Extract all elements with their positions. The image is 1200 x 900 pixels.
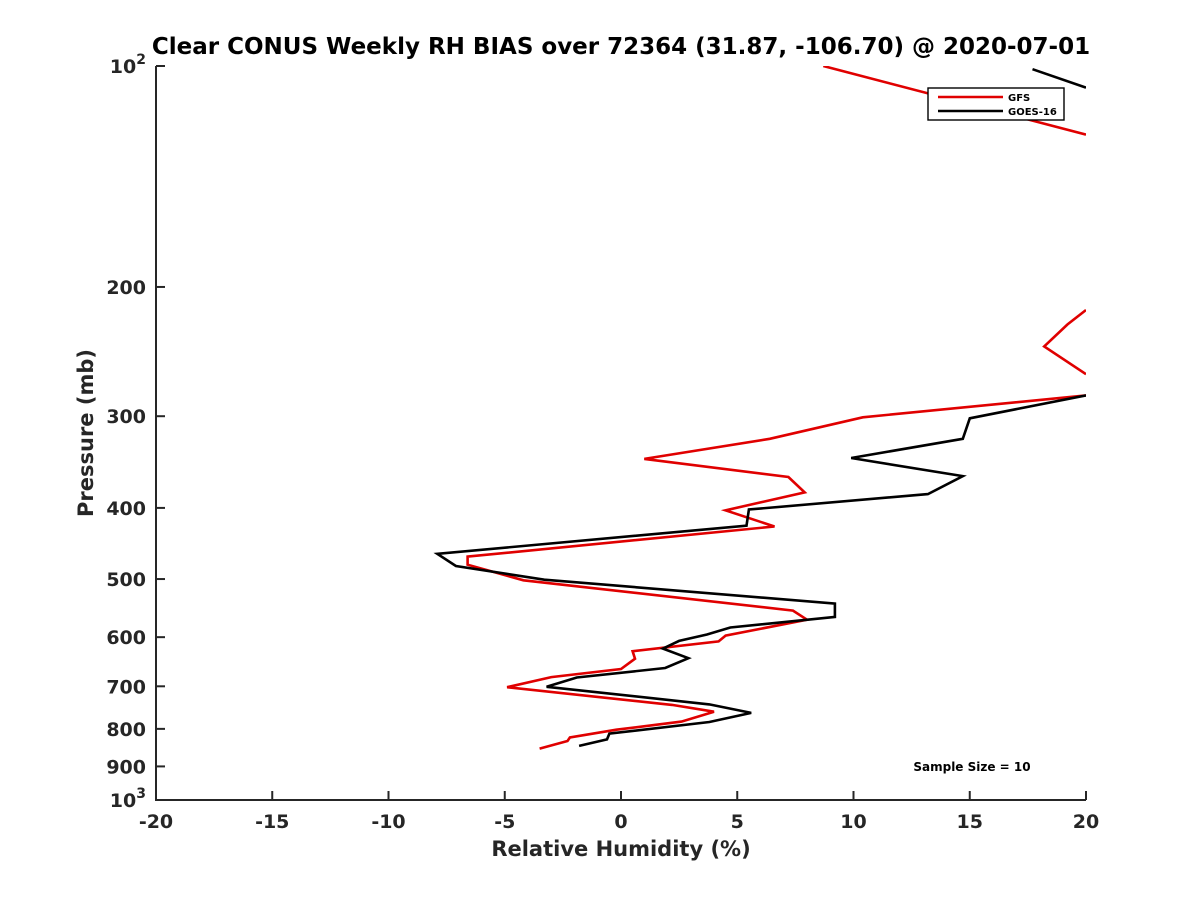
- x-tick-label: 5: [731, 811, 744, 833]
- series-line-goes-16-1: [1032, 67, 1086, 89]
- series-line-gfs-3: [466, 394, 1086, 750]
- y-tick-label: 200: [106, 277, 146, 299]
- x-axis-ticks: -20 -15 -10 -5 0 5 10 15 20: [139, 791, 1099, 833]
- x-tick-label: -20: [139, 811, 173, 833]
- chart-title: Clear CONUS Weekly RH BIAS over 72364 (3…: [152, 34, 1090, 60]
- x-tick-label: -10: [371, 811, 405, 833]
- x-tick-label: 0: [614, 811, 627, 833]
- y-tick-label: 900: [106, 756, 146, 778]
- series-line-goes-16-2: [433, 394, 1086, 748]
- axes: [155, 66, 1086, 801]
- plot-area: [433, 66, 1086, 750]
- y-tick-label: 400: [106, 498, 146, 520]
- legend-label-gfs: GFS: [1008, 93, 1030, 104]
- x-tick-label: -15: [255, 811, 289, 833]
- y-tick-label: 300: [106, 406, 146, 428]
- y-tick-label: 600: [106, 627, 146, 649]
- y-tick-label: 500: [106, 569, 146, 591]
- series-line-gfs-2: [1042, 308, 1086, 376]
- legend-label-goes-16: GOES-16: [1008, 107, 1057, 118]
- x-axis-label: Relative Humidity (%): [491, 837, 750, 861]
- x-tick-label: 15: [957, 811, 983, 833]
- y-tick-label: 800: [106, 719, 146, 741]
- x-tick-label: -5: [494, 811, 515, 833]
- legend: GFS GOES-16: [927, 87, 1065, 121]
- y-axis-label: Pressure (mb): [74, 349, 98, 517]
- sample-size-annotation: Sample Size = 10: [913, 760, 1030, 774]
- y-tick-label: 102: [110, 52, 146, 78]
- y-axis-ticks: 102 200 300 400 500 600 700 800 900 103: [106, 52, 165, 812]
- y-tick-label: 103: [110, 786, 146, 812]
- x-tick-label: 20: [1073, 811, 1099, 833]
- x-tick-label: 10: [840, 811, 866, 833]
- legend-box: [927, 87, 1065, 121]
- y-tick-label: 700: [106, 676, 146, 698]
